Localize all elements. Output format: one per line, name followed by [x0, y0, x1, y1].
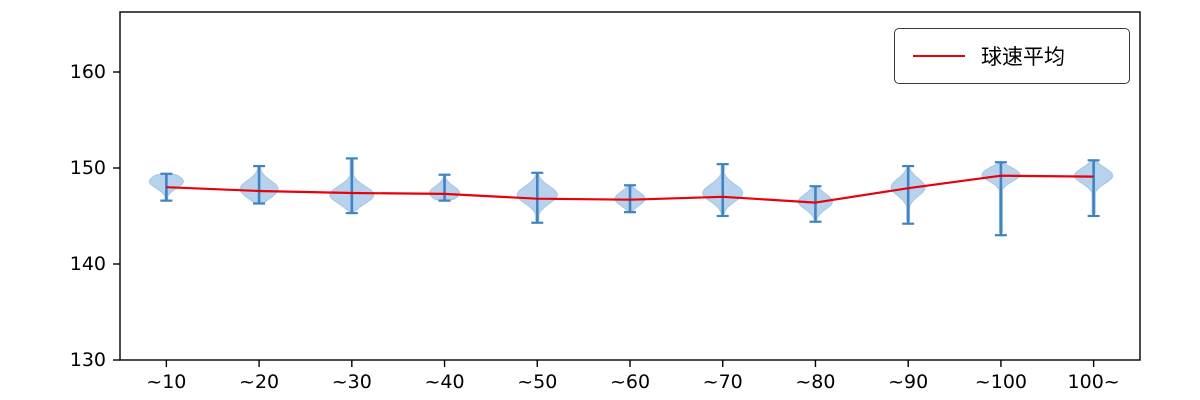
x-tick-label: ~20: [239, 371, 279, 393]
y-tick-label: 140: [70, 253, 106, 275]
x-tick-label: ~30: [332, 371, 372, 393]
legend-label: 球速平均: [981, 45, 1065, 69]
x-tick-label: ~60: [610, 371, 650, 393]
mean-velocity-line: [166, 174, 1094, 204]
x-tick-label: ~50: [517, 371, 557, 393]
x-tick-label: ~70: [703, 371, 743, 393]
x-tick-label: ~90: [888, 371, 928, 393]
x-tick-label: ~10: [146, 371, 186, 393]
y-tick-label: 130: [70, 349, 106, 371]
legend: 球速平均: [894, 28, 1130, 84]
x-tick-label: 100~: [1068, 371, 1120, 393]
x-tick-label: ~80: [795, 371, 835, 393]
x-tick-label: ~40: [424, 371, 464, 393]
y-tick-label: 160: [70, 61, 106, 83]
x-tick-label: ~100: [975, 371, 1027, 393]
y-tick-label: 150: [70, 157, 106, 179]
legend-line-sample: [913, 55, 965, 57]
